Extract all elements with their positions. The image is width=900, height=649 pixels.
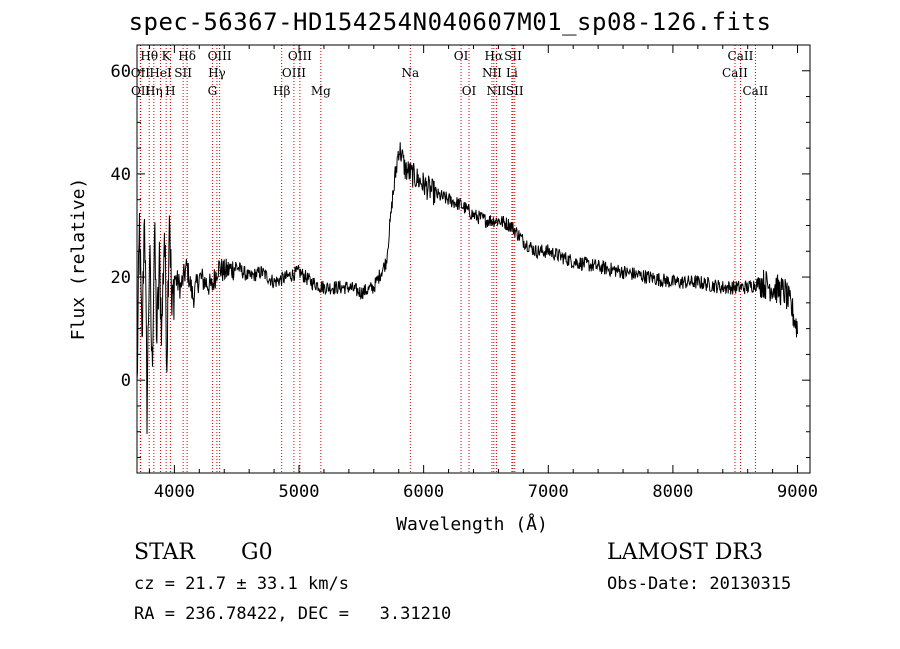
spectrum-series	[136, 142, 798, 435]
line-marker-label-20: NII	[482, 66, 502, 80]
observation-date: Obs-Date: 20130315	[607, 574, 792, 594]
line-marker-label-23: Li	[506, 66, 518, 80]
x-tick-label-0: 4000	[154, 482, 195, 502]
line-marker-label-3: K	[162, 49, 172, 63]
x-tick-label-4: 8000	[652, 482, 693, 502]
chart-title: spec-56367-HD154254N040607M01_sp08-126.f…	[128, 8, 772, 36]
x-tick-label-3: 7000	[528, 482, 569, 502]
line-marker-label-7: SII	[174, 66, 192, 80]
line-marker-label-26: CaII	[722, 66, 748, 80]
line-marker-label-9: OIII	[208, 49, 232, 63]
line-marker-label-15: Mg	[311, 84, 331, 98]
line-markers	[139, 45, 756, 473]
line-marker-label-12: OIII	[288, 49, 312, 63]
spectrum-line	[136, 142, 798, 435]
line-marker-label-22: SII	[504, 49, 522, 63]
line-marker-label-24: SII	[506, 84, 524, 98]
line-marker-label-25: CaII	[728, 49, 754, 63]
line-marker-label-27: CaII	[742, 84, 768, 98]
x-tick-label-1: 5000	[279, 482, 320, 502]
object-subclass: G0	[241, 540, 273, 565]
y-tick-label-1: 20	[111, 268, 131, 288]
y-tick-label-2: 40	[111, 165, 131, 185]
object-class: STAR	[134, 540, 195, 565]
plot-frame	[136, 44, 811, 474]
line-marker-label-5: Hη	[145, 84, 163, 98]
line-marker-label-2: OII	[131, 84, 151, 98]
line-marker-label-21: NII	[486, 84, 506, 98]
line-marker-label-16: Na	[401, 66, 419, 80]
line-marker-label-19: Hα	[485, 49, 504, 63]
line-marker-label-11: G	[208, 84, 218, 98]
line-marker-label-10: Hγ	[208, 66, 226, 80]
axis-ticks: 4000 5000 6000 7000 8000 9000 0 20 40 60	[111, 44, 818, 502]
line-marker-label-1: OII	[131, 66, 151, 80]
line-marker-label-18: OI	[462, 84, 477, 98]
line-marker-label-17: OI	[454, 49, 469, 63]
line-marker-label-4: HeI	[149, 66, 172, 80]
x-tick-label-5: 9000	[777, 482, 818, 502]
line-marker-labels: Hθ OII OII K HeI Hη Hδ SII H OIII Hγ G OIII OIII Hβ Mg N…	[131, 49, 769, 98]
line-marker-label-8: H	[165, 84, 175, 98]
y-tick-label-0: 0	[121, 371, 131, 391]
ra-dec-coordinates: RA = 236.78422, DEC = 3.31210	[134, 604, 452, 624]
survey-name: LAMOST DR3	[607, 540, 763, 565]
line-marker-label-13: OIII	[282, 66, 306, 80]
line-marker-label-6: Hδ	[178, 49, 196, 63]
x-tick-label-2: 6000	[403, 482, 444, 502]
redshift-velocity: cz = 21.7 ± 33.1 km/s	[134, 574, 349, 594]
x-axis-label: Wavelength (Å)	[396, 513, 548, 535]
y-tick-label-3: 60	[111, 62, 131, 82]
line-marker-label-14: Hβ	[273, 84, 290, 98]
y-axis-label: Flux (relative)	[68, 178, 89, 341]
line-marker-label-0: Hθ	[140, 49, 158, 63]
